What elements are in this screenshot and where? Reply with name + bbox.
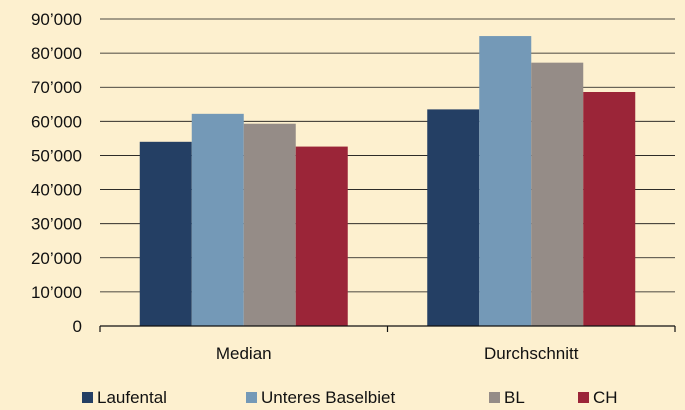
y-tick-label: 0 <box>73 317 82 336</box>
bar-ch-median <box>295 146 348 326</box>
legend-swatch <box>578 392 589 403</box>
category-labels: Median Durchschnitt <box>216 344 579 363</box>
bar-laufental-durchschnitt <box>427 109 480 327</box>
bar-bl-durchschnitt <box>531 62 584 326</box>
y-tick-label: 40’000 <box>31 181 82 200</box>
bar-unteres-baselbiet-durchschnitt <box>479 36 532 327</box>
legend-label: BL <box>504 388 525 407</box>
bar-ch-durchschnitt <box>583 91 636 327</box>
legend-swatch <box>82 392 93 403</box>
y-tick-label: 70’000 <box>31 78 82 97</box>
y-tick-label: 20’000 <box>31 249 82 268</box>
bar-laufental-median <box>139 141 192 326</box>
x-axis <box>99 325 676 332</box>
y-tick-label: 90’000 <box>31 10 82 29</box>
legend-swatch <box>489 392 500 403</box>
y-tick-label: 10’000 <box>31 283 82 302</box>
y-tick-label: 60’000 <box>31 112 82 131</box>
category-label: Durchschnitt <box>484 344 579 363</box>
legend-label: CH <box>593 388 618 407</box>
legend-label: Laufental <box>97 388 167 407</box>
y-tick-label: 30’000 <box>31 215 82 234</box>
legend-swatch <box>246 392 257 403</box>
legend: Laufental Unteres Baselbiet BL CH <box>82 388 618 407</box>
category-label: Median <box>216 344 272 363</box>
y-axis-tick-labels: 0 10’000 20’000 30’000 40’000 50’000 60’000 70’… <box>31 10 82 336</box>
bar-unteres-baselbiet-median <box>191 113 244 326</box>
bars <box>139 36 636 327</box>
y-tick-label: 80’000 <box>31 44 82 63</box>
legend-label: Unteres Baselbiet <box>261 388 395 407</box>
bar-bl-median <box>243 123 296 327</box>
y-tick-label: 50’000 <box>31 146 82 165</box>
